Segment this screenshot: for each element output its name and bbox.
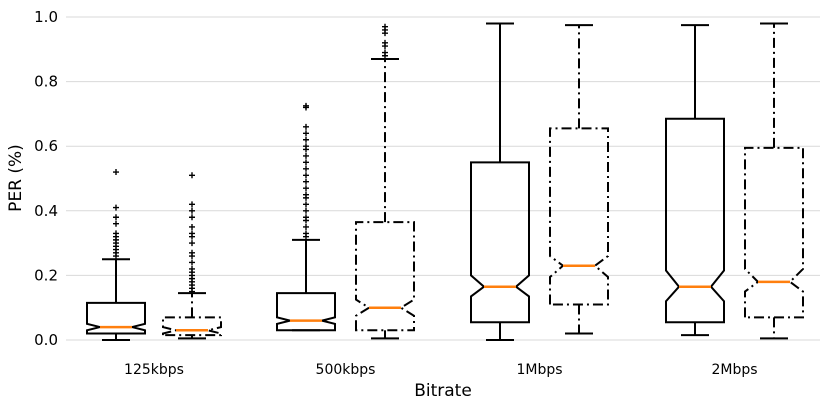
outlier-point: [189, 223, 195, 230]
outlier-point: [303, 152, 309, 159]
box-2Mbps-series-2: [744, 22, 804, 340]
x-tick-label: 500kbps: [316, 362, 376, 378]
y-tick-label: 0.8: [34, 73, 58, 91]
outlier-point: [303, 185, 309, 192]
outlier-point: [303, 172, 309, 179]
outlier-point: [113, 214, 119, 221]
outlier-point: [303, 178, 309, 185]
box-500kbps-series-1: [276, 102, 336, 332]
outlier-point: [303, 223, 309, 230]
outlier-point: [189, 207, 195, 214]
box-body: [355, 221, 415, 332]
outlier-point: [113, 169, 119, 176]
outlier-point: [303, 159, 309, 166]
outlier-point: [303, 191, 309, 198]
outlier-point: [113, 220, 119, 227]
y-tick-label: 0.4: [34, 202, 58, 220]
y-tick-label: 0.2: [34, 266, 58, 284]
outlier-point: [303, 207, 309, 214]
boxes: [86, 22, 804, 341]
x-tick-label: 1Mbps: [516, 362, 562, 378]
box-125kbps-series-1: [86, 169, 146, 341]
box-body: [549, 127, 609, 306]
outlier-point: [303, 230, 309, 237]
box-125kbps-series-2: [162, 172, 222, 340]
outlier-point: [189, 259, 195, 266]
outlier-point: [189, 214, 195, 221]
outlier-point: [189, 230, 195, 237]
box-1Mbps-series-1: [470, 22, 530, 341]
box-500kbps-series-2: [355, 23, 415, 340]
outlier-point: [303, 102, 309, 109]
outlier-point: [303, 201, 309, 208]
box-2Mbps-series-1: [665, 24, 725, 337]
x-tick-label: 2Mbps: [711, 362, 757, 378]
outlier-point: [303, 143, 309, 150]
y-tick-label: 0.6: [34, 137, 58, 155]
outlier-point: [303, 123, 309, 130]
outlier-point: [303, 130, 309, 137]
outlier-point: [382, 39, 388, 46]
box-body: [162, 316, 222, 337]
outlier-point: [189, 265, 195, 272]
x-tick-label: 125kbps: [124, 362, 184, 378]
y-tick-label: 0.0: [34, 331, 58, 349]
y-axis-label: PER (%): [6, 144, 26, 212]
outlier-point: [382, 23, 388, 30]
outlier-point: [303, 214, 309, 221]
outlier-point: [189, 201, 195, 208]
outlier-point: [113, 204, 119, 211]
outlier-point: [189, 172, 195, 179]
box-body: [470, 161, 530, 324]
x-axis-ticks: 125kbps 500kbps 1Mbps 2Mbps: [124, 362, 757, 378]
outlier-point: [303, 165, 309, 172]
box-body: [86, 301, 146, 335]
box-body: [276, 292, 336, 332]
box-body: [744, 146, 804, 319]
gridlines: [66, 16, 820, 341]
outlier-point: [189, 240, 195, 247]
y-tick-label: 1.0: [34, 8, 58, 26]
outlier-point: [382, 49, 388, 56]
outlier-point: [303, 136, 309, 143]
box-body: [665, 117, 725, 324]
box-1Mbps-series-2: [549, 24, 609, 335]
x-axis-label: Bitrate: [414, 381, 472, 401]
outlier-point: [189, 249, 195, 256]
y-axis-ticks: 0.0 0.2 0.4 0.6 0.8 1.0: [34, 8, 58, 349]
outlier-point: [113, 230, 119, 237]
